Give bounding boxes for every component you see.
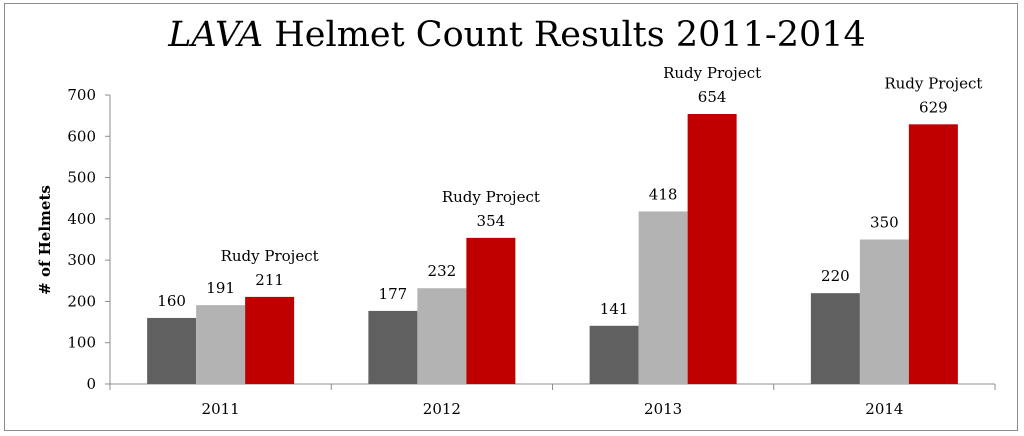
data-label: 160	[157, 292, 186, 310]
series-name-label: Rudy Project	[884, 74, 982, 92]
y-tick-label: 600	[67, 127, 96, 145]
data-label: 354	[477, 212, 506, 230]
data-label: 654	[698, 88, 727, 106]
series-name-label: Rudy Project	[663, 64, 761, 82]
bar	[196, 305, 246, 384]
bar	[638, 211, 688, 384]
bar	[589, 325, 639, 384]
data-label: 220	[821, 267, 850, 285]
bar	[687, 113, 737, 385]
plot-area: 0 100 200 300 400 500 600 700 2011 2012 2013 2014 16…	[67, 64, 996, 418]
x-tick-label: 2014	[865, 400, 903, 418]
bar	[245, 296, 295, 384]
bar	[417, 288, 467, 384]
data-label: 418	[649, 185, 678, 203]
data-label: 232	[428, 262, 457, 280]
y-tick-label: 0	[86, 375, 96, 393]
bar	[859, 239, 909, 384]
y-tick-label: 300	[67, 251, 96, 269]
bar	[466, 237, 516, 384]
bar	[147, 317, 197, 384]
data-label: 629	[919, 98, 948, 116]
series-name-label: Rudy Project	[221, 247, 319, 265]
x-tick-label: 2011	[202, 400, 240, 418]
bar	[368, 310, 418, 384]
chart-title-italic: LAVA	[167, 15, 263, 55]
chart-title-rest: Helmet Count Results 2011-2014	[263, 15, 866, 55]
bar	[908, 124, 958, 384]
bar	[810, 293, 860, 384]
x-tick-label: 2013	[644, 400, 682, 418]
data-label: 141	[600, 300, 629, 318]
y-tick-label: 400	[67, 210, 96, 228]
data-label: 191	[206, 279, 235, 297]
x-tick-label: 2012	[423, 400, 461, 418]
data-label: 211	[255, 271, 284, 289]
y-tick-label: 100	[67, 334, 96, 352]
y-tick-label: 200	[67, 292, 96, 310]
series-name-label: Rudy Project	[442, 188, 540, 206]
data-label: 177	[379, 285, 408, 303]
y-axis-label: # of Helmets	[36, 185, 54, 295]
y-tick-label: 700	[67, 86, 96, 104]
data-label: 350	[870, 214, 899, 232]
y-tick-label: 500	[67, 169, 96, 187]
chart-title: LAVA Helmet Count Results 2011-2014	[167, 15, 866, 55]
